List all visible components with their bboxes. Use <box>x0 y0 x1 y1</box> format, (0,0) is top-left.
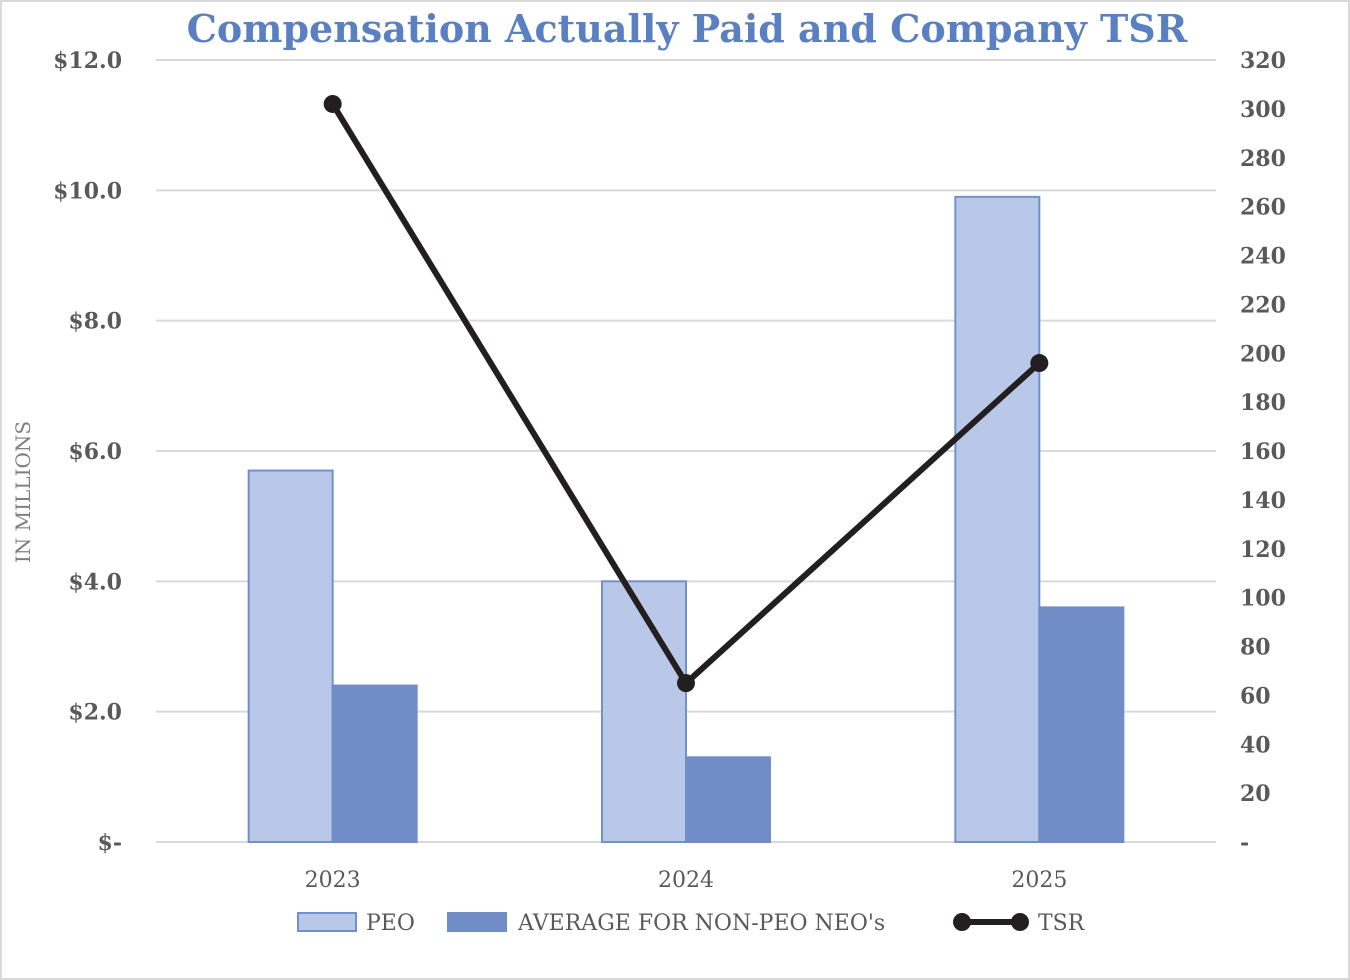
y-right-tick-label: 120 <box>1240 537 1286 563</box>
bars <box>247 195 1125 844</box>
y-left-tick-label: $4.0 <box>68 569 122 595</box>
legend-label-non-peo: AVERAGE FOR NON-PEO NEO's <box>517 911 885 936</box>
y-left-tick-label: $8.0 <box>68 309 122 335</box>
y-right-tick-label: 220 <box>1240 292 1286 318</box>
chart-title: Compensation Actually Paid and Company T… <box>187 6 1188 51</box>
legend-swatch-peo <box>297 912 357 932</box>
legend-swatch-tsr-marker <box>953 913 971 931</box>
bar-non-peo-neo-avg <box>331 684 418 843</box>
y-right-tick-label: 240 <box>1240 244 1286 270</box>
y-right-tick-label: 140 <box>1240 488 1286 514</box>
y-left-tick-label: $12.0 <box>53 48 122 74</box>
x-tick-label: 2025 <box>1011 868 1067 893</box>
y-right-tick-label: - <box>1240 830 1249 856</box>
y-right-tick-label: 80 <box>1240 635 1271 661</box>
y-left-tick-label: $- <box>98 830 122 856</box>
tsr-line-layer <box>323 94 1049 693</box>
bar-non-peo-neo-avg <box>685 756 771 843</box>
y-right-tick-label: 160 <box>1240 439 1286 465</box>
y-right-tick-label: 100 <box>1240 586 1286 612</box>
y-right-tick-label: 300 <box>1240 97 1286 123</box>
y-right-tick-label: 200 <box>1240 341 1286 367</box>
bar-peo <box>247 469 334 843</box>
y-right-tick-label: 280 <box>1240 146 1286 172</box>
y-right-tick-label: 60 <box>1240 683 1271 709</box>
x-tick-label: 2024 <box>658 868 714 893</box>
bar-peo <box>954 195 1041 844</box>
axis-ticks: $- $2.0 $4.0 $6.0 $8.0 $10.0 $12.0 - 20 40 60 80 100… <box>53 48 1286 893</box>
tsr-point <box>677 674 695 693</box>
bar-peo <box>601 580 687 843</box>
y-left-tick-label: $10.0 <box>53 178 122 204</box>
tsr-point <box>1030 354 1049 373</box>
y-right-tick-label: 320 <box>1240 48 1286 74</box>
legend: PEO AVERAGE FOR NON-PEO NEO's TSR <box>297 911 1086 936</box>
y-left-tick-label: $2.0 <box>68 700 122 726</box>
y-right-tick-label: 40 <box>1240 732 1271 758</box>
x-tick-label: 2023 <box>305 868 361 893</box>
y-right-tick-label: 260 <box>1240 195 1286 221</box>
legend-swatch-non-peo <box>447 912 507 932</box>
legend-swatch-tsr-marker <box>1011 913 1029 931</box>
tsr-point <box>323 94 342 113</box>
y-right-tick-label: 20 <box>1240 781 1271 807</box>
y-left-tick-label: $6.0 <box>68 439 122 465</box>
bar-non-peo-neo-avg <box>1038 606 1125 844</box>
y-right-tick-label: 180 <box>1240 390 1286 416</box>
y-axis-label: IN MILLIONS <box>11 421 35 563</box>
legend-label-peo: PEO <box>366 911 415 936</box>
legend-label-tsr: TSR <box>1038 911 1086 936</box>
